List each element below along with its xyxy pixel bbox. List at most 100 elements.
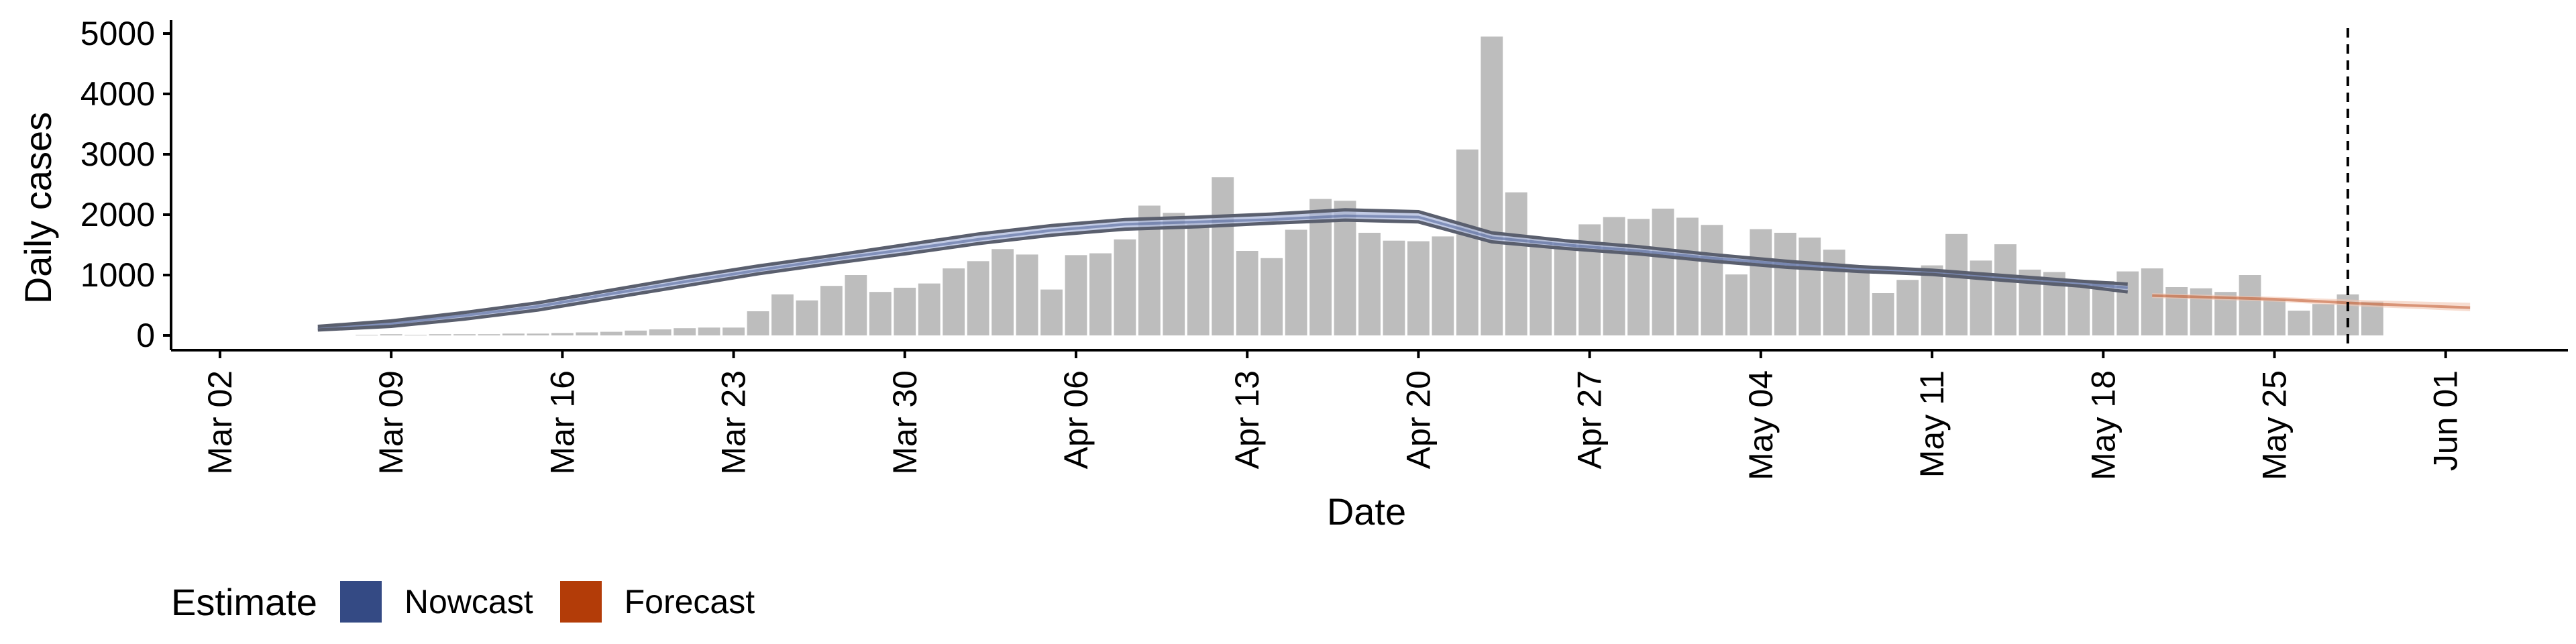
bar (1481, 36, 1503, 335)
bar (1701, 225, 1723, 335)
bar (698, 327, 720, 335)
bar (1236, 251, 1258, 335)
bar (1627, 219, 1650, 335)
bar (1799, 237, 1821, 335)
x-tick-label: Mar 09 (372, 370, 410, 475)
legend-title: Estimate (171, 580, 317, 623)
x-tick-label: Apr 20 (1399, 370, 1437, 469)
x-axis-title: Date (1327, 490, 1406, 533)
x-tick-label: Mar 30 (886, 370, 924, 475)
bar (600, 331, 623, 335)
bar (1945, 233, 1968, 335)
bar (1383, 240, 1405, 335)
y-tick-label: 4000 (80, 75, 155, 113)
x-tick-label: Apr 13 (1228, 370, 1266, 469)
bar (747, 311, 769, 335)
bar (1114, 239, 1136, 335)
bar (796, 300, 818, 335)
bar (1163, 213, 1185, 335)
bar (1334, 201, 1356, 335)
x-tick-label: Jun 01 (2427, 370, 2465, 471)
bar (943, 268, 965, 335)
x-tick-label: May 04 (1742, 370, 1780, 480)
line-lower-nowcast (317, 218, 2129, 332)
bar (1725, 274, 1748, 335)
y-tick-label: 3000 (80, 136, 155, 173)
x-tick-label: Apr 27 (1571, 370, 1609, 469)
bar (453, 334, 476, 335)
x-tick-label: May 11 (1913, 370, 1951, 478)
x-tick-label: Mar 16 (543, 370, 581, 475)
legend-label-nowcast: Nowcast (404, 583, 533, 621)
bar (674, 328, 696, 335)
bar (771, 294, 794, 335)
x-tick-label: Apr 06 (1057, 370, 1095, 469)
bar (2312, 304, 2334, 335)
bar (1750, 229, 1772, 335)
bar (1285, 229, 1307, 335)
line-upper-nowcast (317, 208, 2128, 328)
x-tick-label: May 18 (2084, 370, 2122, 480)
bar (1260, 258, 1283, 335)
bar (1456, 149, 1479, 336)
band-forecast (2152, 293, 2471, 311)
bar (1652, 209, 1674, 335)
bar (894, 287, 916, 335)
bar (918, 283, 941, 335)
bar (527, 333, 549, 335)
bar (1016, 254, 1038, 335)
bar (1994, 244, 2017, 335)
bar (1358, 233, 1381, 335)
axes-layer: 0 1000 2000 3000 4000 5000 Mar 02 Mar 09 Mar 16 M… (80, 15, 2568, 480)
bar (820, 286, 843, 335)
bar (478, 334, 500, 335)
bar (1529, 239, 1552, 335)
y-tick-label: 5000 (80, 15, 155, 52)
bar (1872, 293, 1894, 335)
bar (722, 327, 745, 335)
bar (1921, 265, 1943, 335)
bar (991, 249, 1014, 335)
x-tick-label: May 25 (2255, 370, 2293, 480)
bar (2116, 271, 2139, 335)
bar (869, 292, 892, 335)
bar (1847, 272, 1870, 335)
bar (1187, 223, 1210, 335)
y-tick-label: 0 (136, 317, 155, 354)
bar (380, 334, 402, 335)
bar (1089, 253, 1112, 335)
bar (576, 332, 598, 335)
bar (2288, 311, 2310, 335)
bar (1603, 217, 1625, 335)
bar (1676, 217, 1699, 335)
line-nowcast (317, 214, 2128, 330)
line-forecast (2152, 294, 2471, 309)
bar (1774, 233, 1796, 335)
y-axis-title: Daily cases (17, 112, 59, 304)
bar (2263, 299, 2286, 335)
bar (625, 330, 647, 335)
legend-key-forecast (559, 581, 602, 623)
bar (1040, 289, 1063, 335)
bar (1065, 255, 1087, 335)
bar (551, 333, 574, 335)
bar (845, 275, 867, 335)
x-tick-label: Mar 23 (715, 370, 753, 475)
bar (1432, 236, 1454, 335)
bar (1896, 280, 1919, 335)
legend-key-nowcast (339, 581, 382, 623)
bar (502, 333, 525, 335)
y-tick-label: 2000 (80, 196, 155, 233)
legend-label-forecast: Forecast (624, 583, 755, 621)
bar (2141, 268, 2163, 335)
bar (967, 261, 989, 335)
x-tick-label: Mar 02 (201, 370, 239, 475)
bar (1505, 192, 1527, 335)
legend: Estimate Nowcast Forecast (171, 578, 782, 625)
bar (649, 329, 672, 335)
bands-layer (317, 209, 2471, 330)
bar (2239, 275, 2261, 335)
bar (2068, 284, 2090, 335)
bar (429, 334, 451, 335)
